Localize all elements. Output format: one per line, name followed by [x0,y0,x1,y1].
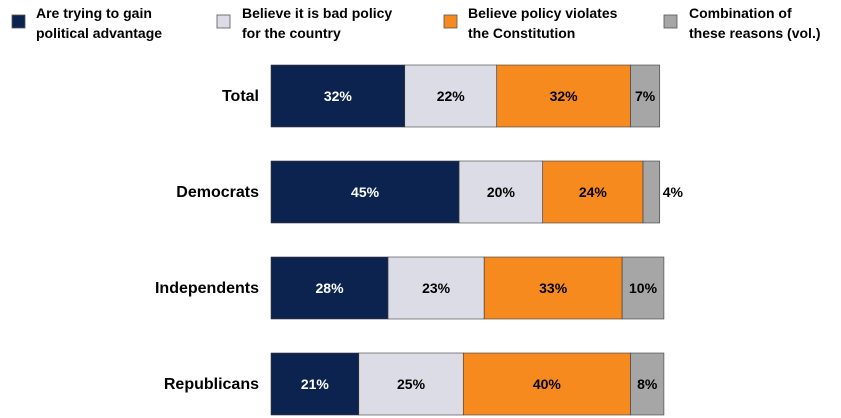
legend-swatch-combination-of-these-reasons-vol [663,14,678,29]
category-label-total: Total [222,88,259,105]
legend-swatch-believe-policy-violates-the-constitution [443,14,458,29]
category-label-independents: Independents [155,280,259,297]
bar-democrats-believe-it-is-bad-policy-for-the-country [458,160,544,224]
value-label-total-believe-it-is-bad-policy-for-the-country: 22% [437,88,466,104]
bar-total-believe-policy-violates-the-constitution [496,64,631,128]
bar-total-combination-of-these-reasons-vol [630,64,661,128]
legend-swatch-believe-it-is-bad-policy-for-the-country [216,14,231,29]
value-label-independents-believe-policy-violates-the-constitution: 33% [539,280,568,296]
bar-total-believe-it-is-bad-policy-for-the-country [404,64,498,128]
legend: Are trying to gain political advantage Bel… [11,5,821,41]
bar-republicans-are-trying-to-gain-political-advantage [270,352,360,416]
bar-republicans-combination-of-these-reasons-vol [630,352,665,416]
value-label-total-believe-policy-violates-the-constitution: 32% [550,88,579,104]
bar-total-are-trying-to-gain-political-advantage [270,64,406,128]
bar-democrats-believe-policy-violates-the-constitution [542,160,644,224]
bar-independents-combination-of-these-reasons-vol [621,256,665,320]
legend-swatch-are-trying-to-gain-political-advantage [11,14,26,29]
category-label-republicans: Republicans [164,376,259,393]
legend-label-combination-of-these-reasons-vol: Combination of these reasons (vol.) [689,5,821,41]
value-label-independents-believe-it-is-bad-policy-for-the-country: 23% [422,280,451,296]
legend-label-are-trying-to-gain-political-advantage: Are trying to gain political advantage [36,5,162,41]
value-labels: 32% 22% 32% 7% 45% 20% 24% 4% 28% 23% 33% 10% 21% 25%… [301,88,684,392]
value-label-democrats-believe-it-is-bad-policy-for-the-country: 20% [487,184,516,200]
value-label-democrats-are-trying-to-gain-political-advantage: 45% [351,184,380,200]
bar-republicans-believe-it-is-bad-policy-for-the-country [358,352,464,416]
value-label-republicans-believe-it-is-bad-policy-for-the-country: 25% [397,376,426,392]
value-label-independents-are-trying-to-gain-political-advantage: 28% [316,280,345,296]
category-labels: Total Democrats Independents Republicans [155,88,259,393]
value-label-total-are-trying-to-gain-political-advantage: 32% [324,88,353,104]
value-label-democrats-believe-policy-violates-the-constitution: 24% [579,184,608,200]
legend-label-believe-policy-violates-the-constitution: Believe policy violates the Constitution [468,5,618,41]
value-label-independents-combination-of-these-reasons-vol: 10% [629,280,658,296]
bar-democrats-are-trying-to-gain-political-advantage [270,160,460,224]
category-label-democrats: Democrats [176,184,259,201]
value-label-republicans-combination-of-these-reasons-vol: 8% [637,376,658,392]
bar-independents-believe-it-is-bad-policy-for-the-country [387,256,485,320]
bar-democrats-combination-of-these-reasons-vol [642,160,661,224]
value-label-total-combination-of-these-reasons-vol: 7% [635,88,656,104]
bar-republicans-believe-policy-violates-the-constitution [462,352,631,416]
bar-independents-believe-policy-violates-the-constitution [483,256,623,320]
bar-independents-are-trying-to-gain-political-advantage [270,256,389,320]
value-label-republicans-believe-policy-violates-the-constitution: 40% [533,376,562,392]
bars [270,64,665,416]
value-label-republicans-are-trying-to-gain-political-advantage: 21% [301,376,330,392]
value-label-democrats-combination-of-these-reasons-vol: 4% [663,184,684,200]
legend-label-believe-it-is-bad-policy-for-the-country: Believe it is bad policy for the country [242,5,392,41]
